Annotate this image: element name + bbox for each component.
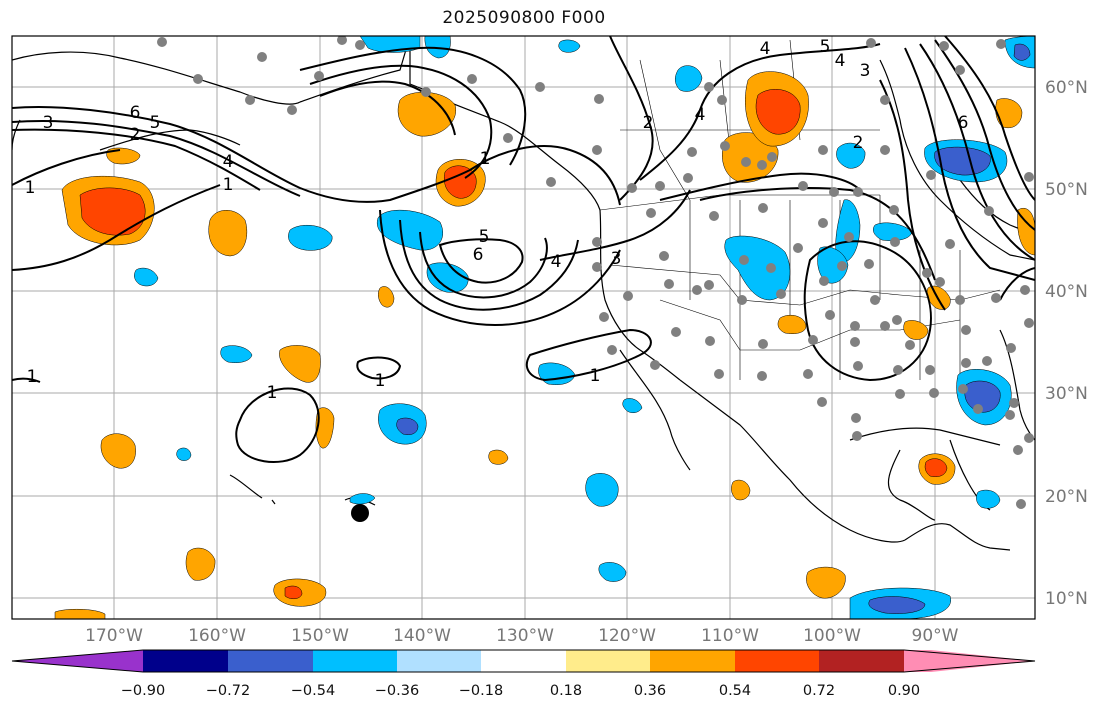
lat-label: 60°N (1045, 78, 1088, 98)
colorbar-segment (650, 650, 735, 672)
contour-label: 2 (643, 113, 654, 133)
contour-label: 3 (611, 249, 622, 269)
contour-label: 1 (267, 383, 278, 403)
colorbar-segment (819, 650, 904, 672)
contour-label: 1 (590, 366, 601, 386)
contour-label: 1 (223, 175, 234, 195)
lon-label: 130°W (496, 626, 554, 646)
colorbar-arrow-max (931, 650, 1035, 672)
lat-label: 20°N (1045, 487, 1088, 507)
colorbar-tick: −0.54 (290, 683, 336, 699)
contour-label: 6 (958, 113, 969, 133)
lon-label: 110°W (701, 626, 759, 646)
lon-label: 140°W (393, 626, 451, 646)
lon-label: 90°W (911, 626, 959, 646)
colorbar-tick: 0.90 (887, 683, 921, 699)
lon-label: 120°W (598, 626, 656, 646)
storm-marker (351, 504, 369, 522)
contour-label: 3 (860, 61, 871, 81)
contour-label: 6 (473, 245, 484, 265)
colorbar-tick: 0.36 (633, 683, 667, 699)
colorbar-tick: −0.18 (458, 683, 504, 699)
lat-label: 10°N (1045, 589, 1088, 609)
shading (54, 36, 1035, 619)
colorbar (11, 649, 1036, 673)
colorbar-tick: 0.72 (802, 683, 836, 699)
contour-label: 5 (820, 37, 831, 57)
contour-label: 1 (27, 367, 38, 387)
contour-label: 2 (853, 133, 864, 153)
colorbar-segment (228, 650, 313, 672)
colorbar-segment (904, 650, 931, 672)
colorbar-segment (313, 650, 397, 672)
map-content (12, 36, 1035, 619)
contour-label: 1 (25, 178, 36, 198)
lon-label: 100°W (803, 626, 861, 646)
lon-label: 160°W (188, 626, 246, 646)
station-dots (157, 36, 1034, 509)
colorbar-segment (143, 650, 228, 672)
colorbar-arrow-min (12, 650, 143, 672)
contour-label-group: 3 6 5 2 4 1 1 1 5 6 4 3 1 1 1 1 2 4 4 5 … (25, 37, 969, 403)
contour-label: 3 (43, 113, 54, 133)
map-title: 2025090800 F000 (442, 8, 606, 28)
lat-label: 30°N (1045, 384, 1088, 404)
colorbar-segment (735, 650, 819, 672)
colorbar-segment (397, 650, 481, 672)
contour-label: 1 (480, 149, 491, 169)
contour-label: 5 (150, 113, 161, 133)
contour-label: 4 (695, 105, 706, 125)
lat-label: 40°N (1045, 282, 1088, 302)
contour-label: 4 (551, 252, 562, 272)
colorbar-tick: −0.90 (120, 683, 166, 699)
map-frame (11, 35, 1036, 620)
colorbar-tick: −0.36 (374, 683, 420, 699)
contours (12, 36, 1035, 463)
contour-label: 4 (835, 51, 846, 71)
lon-label: 170°W (85, 626, 143, 646)
colorbar-segment (481, 650, 566, 672)
colorbar-tick: −0.72 (205, 683, 251, 699)
contour-label: 5 (479, 227, 490, 247)
contour-label: 2 (130, 125, 141, 145)
colorbar-segment (566, 650, 650, 672)
contour-label: 6 (130, 103, 141, 123)
colorbar-tick: 0.54 (718, 683, 752, 699)
contour-label: 1 (375, 371, 386, 391)
contour-label: 4 (223, 152, 234, 172)
lon-label: 150°W (291, 626, 349, 646)
colorbar-tick: 0.18 (549, 683, 583, 699)
lat-label: 50°N (1045, 180, 1088, 200)
contour-label: 4 (760, 39, 771, 59)
